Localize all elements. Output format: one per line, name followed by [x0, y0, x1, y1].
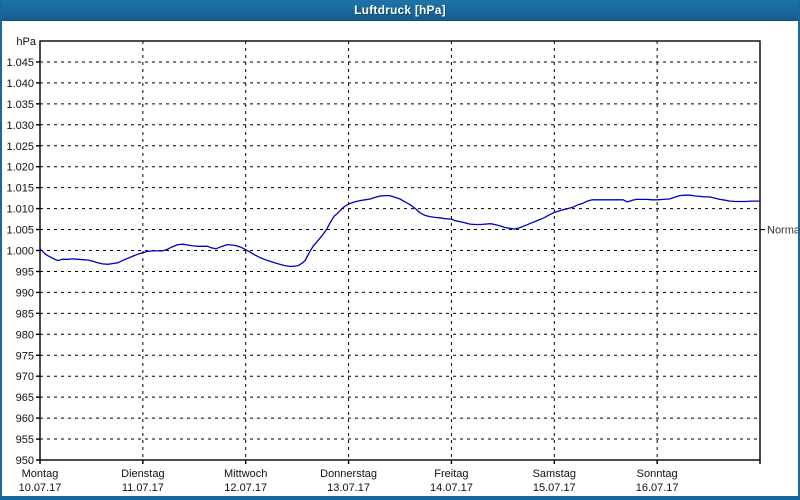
y-tick-label: 975 [16, 350, 34, 362]
y-tick-label: 1.045 [6, 57, 34, 69]
day-label: Samstag [533, 468, 576, 480]
day-label: Donnerstag [320, 468, 377, 480]
title-bar: Luftdruck [hPa] [2, 0, 798, 21]
y-tick-label: 960 [16, 413, 34, 425]
y-axis-unit-label: hPa [16, 36, 36, 48]
y-tick-label: 950 [16, 455, 34, 467]
x-axis-labels: Montag 10.07.17 Dienstag 11.07.17 Mittwoch 12… [19, 460, 761, 494]
day-label: Sonntag [637, 468, 678, 480]
y-tick-label: 985 [16, 308, 34, 320]
y-tick-label: 1.030 [6, 120, 34, 132]
date-label: 13.07.17 [327, 482, 370, 494]
date-label: 14.07.17 [430, 482, 473, 494]
day-label: Freitag [434, 468, 468, 480]
normal-marker: Normal [760, 225, 800, 237]
y-tick-label: 1.040 [6, 78, 34, 90]
y-tick-label: 1.010 [6, 204, 34, 216]
y-tick-label: 980 [16, 329, 34, 341]
y-tick-label: 1.005 [6, 225, 34, 237]
y-tick-label: 995 [16, 266, 34, 278]
y-tick-label: 1.025 [6, 141, 34, 153]
y-gridlines [40, 61, 760, 440]
y-axis-labels: 1.045 1.040 1.035 1.030 1.025 1.020 1.015 1.010… [6, 57, 40, 467]
date-label: 16.07.17 [636, 482, 679, 494]
y-tick-label: 970 [16, 371, 34, 383]
day-label: Mittwoch [224, 468, 267, 480]
y-tick-label: 1.035 [6, 99, 34, 111]
date-label: 11.07.17 [122, 482, 164, 494]
y-tick-label: 990 [16, 287, 34, 299]
date-label: 15.07.17 [533, 482, 576, 494]
day-label: Montag [22, 468, 59, 480]
y-tick-label: 955 [16, 434, 34, 446]
y-tick-label: 1.015 [6, 183, 34, 195]
y-tick-label: 1.000 [6, 246, 34, 258]
day-label: Dienstag [121, 468, 164, 480]
chart-title: Luftdruck [hPa] [354, 3, 446, 17]
y-tick-label: 1.020 [6, 162, 34, 174]
date-label: 10.07.17 [19, 482, 62, 494]
pressure-line [39, 194, 761, 268]
date-label: 12.07.17 [224, 482, 267, 494]
normal-label: Normal [767, 225, 800, 237]
y-tick-label: 965 [16, 392, 34, 404]
